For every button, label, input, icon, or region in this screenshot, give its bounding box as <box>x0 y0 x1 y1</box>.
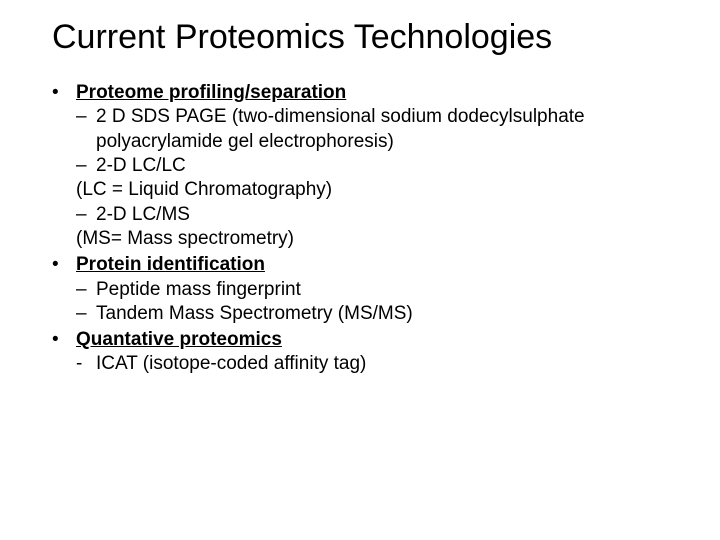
sub-item-text: 2-D LC/MS <box>96 203 680 227</box>
paren-note: (MS= Mass spectrometry) <box>52 227 680 251</box>
bullet-list: • Proteome profiling/separation – 2 D SD… <box>52 81 680 377</box>
section-heading: • Protein identification <box>52 253 680 277</box>
dash-icon: – <box>76 302 96 326</box>
dash-icon: - <box>76 352 96 376</box>
sub-item: – 2 D SDS PAGE (two-dimensional sodium d… <box>52 105 680 154</box>
slide: Current Proteomics Technologies • Proteo… <box>0 0 720 540</box>
paren-note: (LC = Liquid Chromatography) <box>52 178 680 202</box>
section-heading-text: Quantative proteomics <box>76 328 680 352</box>
dash-icon: – <box>76 203 96 227</box>
sub-item-text: ICAT (isotope-coded affinity tag) <box>96 352 680 376</box>
sub-item-text: 2-D LC/LC <box>96 154 680 178</box>
dash-icon: – <box>76 154 96 178</box>
bullet-icon: • <box>52 253 76 277</box>
section-heading-text: Proteome profiling/separation <box>76 81 680 105</box>
sub-item: - ICAT (isotope-coded affinity tag) <box>52 352 680 376</box>
sub-item-text: Peptide mass fingerprint <box>96 278 680 302</box>
paren-text: (MS= Mass spectrometry) <box>76 228 294 249</box>
sub-item: – 2-D LC/LC <box>52 154 680 178</box>
sub-item: – Tandem Mass Spectrometry (MS/MS) <box>52 302 680 326</box>
section-heading-text: Protein identification <box>76 253 680 277</box>
sub-item-text: Tandem Mass Spectrometry (MS/MS) <box>96 302 680 326</box>
bullet-icon: • <box>52 328 76 352</box>
sub-item: – Peptide mass fingerprint <box>52 278 680 302</box>
paren-text: (LC = Liquid Chromatography) <box>76 179 332 200</box>
dash-icon: – <box>76 105 96 154</box>
dash-icon: – <box>76 278 96 302</box>
sub-item: – 2-D LC/MS <box>52 203 680 227</box>
slide-title: Current Proteomics Technologies <box>52 18 680 57</box>
section-heading: • Quantative proteomics <box>52 328 680 352</box>
bullet-icon: • <box>52 81 76 105</box>
sub-item-text: 2 D SDS PAGE (two-dimensional sodium dod… <box>96 105 680 154</box>
section-heading: • Proteome profiling/separation <box>52 81 680 105</box>
